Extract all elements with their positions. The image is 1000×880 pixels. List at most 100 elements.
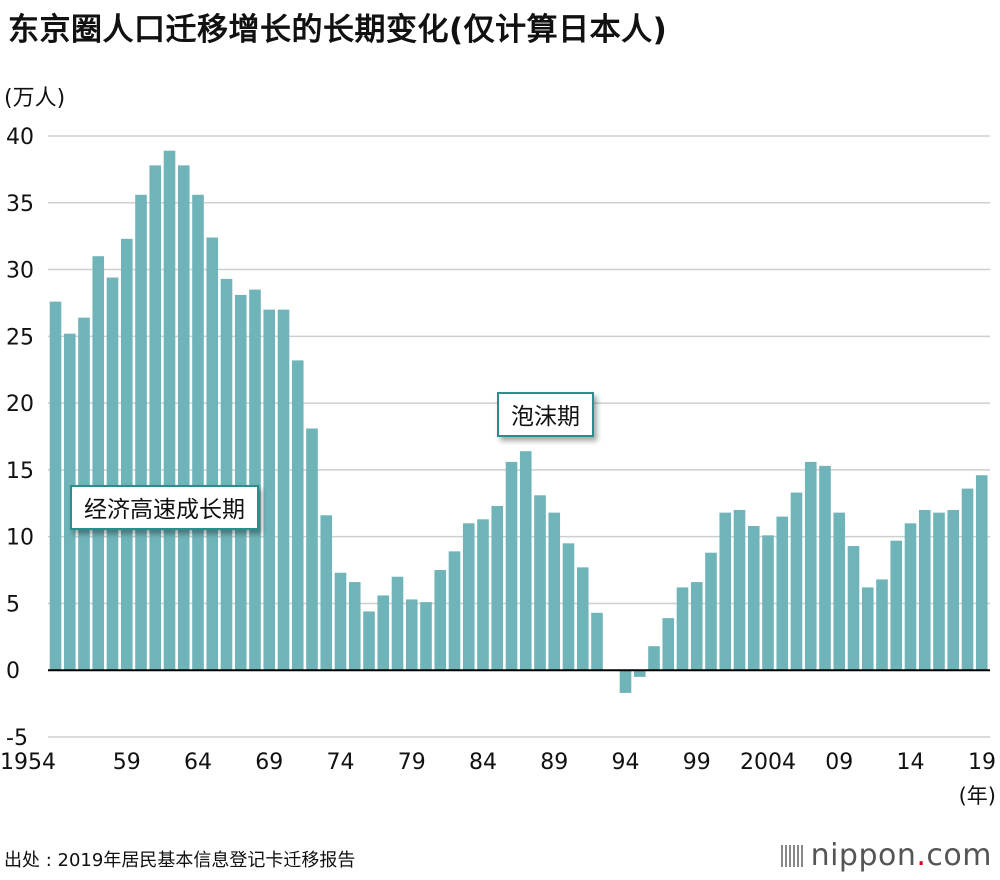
bar-1968 (249, 289, 261, 671)
bar-2011 (861, 587, 874, 671)
bar-2004 (762, 535, 774, 671)
bar-1967 (234, 294, 247, 671)
bar-2006 (790, 492, 803, 671)
annotation-high-growth-period: 经济高速成长期 (70, 485, 259, 530)
bar-1958 (106, 277, 119, 671)
bar-1980 (420, 602, 432, 671)
bar-1985 (491, 505, 504, 671)
bar-2001 (719, 512, 732, 671)
bar-1962 (163, 150, 176, 671)
bar-2000 (705, 552, 717, 671)
bar-1998 (676, 587, 689, 671)
bar-1988 (534, 495, 546, 671)
bars (49, 150, 988, 693)
bar-1973 (320, 515, 333, 671)
bar-2014 (904, 523, 917, 671)
nippon-logo: nippon.com (780, 838, 992, 873)
bar-2013 (890, 540, 903, 671)
bar-2010 (847, 546, 860, 671)
bar-2015 (918, 509, 931, 671)
bar-1982 (448, 551, 461, 671)
x-tick-label: 99 (683, 750, 711, 775)
x-axis-unit-label: (年) (959, 784, 996, 808)
bar-1964 (192, 194, 204, 671)
y-tick-label: 0 (6, 659, 20, 684)
bar-2008 (819, 465, 831, 671)
x-tick-label: 2004 (740, 750, 796, 775)
x-tick-label: 84 (469, 750, 497, 775)
chart-title: 东京圈人口迁移增长的长期变化(仅计算日本人) (8, 12, 668, 48)
bar-1960 (135, 194, 147, 671)
bar-1996 (648, 646, 660, 671)
bar-2012 (876, 579, 888, 671)
y-tick-label: 30 (6, 259, 34, 284)
x-tick-label: 89 (540, 750, 568, 775)
bar-1990 (562, 543, 575, 671)
bar-1995 (633, 670, 646, 677)
bar-1976 (363, 611, 375, 671)
bar-1989 (548, 512, 561, 671)
bar-2018 (961, 488, 974, 671)
annotation-bubble-period: 泡沫期 (497, 392, 594, 437)
x-tick-label: 94 (612, 750, 640, 775)
bar-1969 (263, 309, 276, 671)
y-tick-label: 40 (6, 125, 34, 150)
bar-2002 (733, 509, 746, 671)
y-axis-unit-label: (万人) (4, 86, 66, 111)
x-tick-label: 1954 (0, 750, 56, 775)
x-axis-ticks: 1954 59 64 69 74 79 84 89 94 99 2004 09 14 19 (0, 750, 996, 775)
bar-1959 (120, 238, 133, 671)
bar-2003 (747, 525, 760, 671)
bar-1992 (591, 612, 603, 671)
bar-1963 (177, 165, 190, 671)
bar-1977 (377, 595, 390, 671)
bar-1972 (306, 428, 318, 671)
bar-2016 (933, 512, 945, 671)
x-tick-label: 09 (825, 750, 853, 775)
bar-2019 (975, 475, 988, 671)
bar-1986 (505, 461, 518, 671)
bar-1978 (391, 576, 404, 671)
y-tick-label: 20 (6, 392, 34, 417)
x-tick-label: 59 (113, 750, 141, 775)
x-tick-label: 69 (255, 750, 283, 775)
bar-1957 (92, 256, 105, 671)
bar-1983 (462, 523, 475, 671)
bars-icon (780, 845, 803, 867)
bar-1999 (690, 582, 703, 671)
bar-1997 (662, 618, 675, 671)
bar-1966 (220, 278, 233, 671)
y-tick-label: 10 (6, 526, 34, 551)
bar-1954 (49, 301, 62, 671)
gridlines (48, 135, 990, 738)
x-tick-label: 64 (184, 750, 212, 775)
bar-1979 (405, 599, 418, 671)
bar-2005 (776, 516, 789, 671)
bar-2009 (833, 512, 846, 671)
x-tick-label: 14 (897, 750, 925, 775)
y-axis-ticks: -5 0 5 10 15 20 25 30 35 40 (6, 125, 34, 751)
y-tick-label: 25 (6, 325, 34, 350)
bar-1991 (576, 567, 589, 671)
bar-1974 (334, 572, 347, 671)
bar-1971 (291, 360, 304, 671)
bar-1984 (477, 519, 489, 671)
y-tick-label: -5 (6, 726, 28, 751)
source-note: 出处 : 2019年居民基本信息登记卡迁移报告 (4, 850, 356, 871)
y-tick-label: 15 (6, 459, 34, 484)
x-tick-label: 74 (327, 750, 355, 775)
bar-2017 (947, 509, 960, 671)
y-tick-label: 5 (6, 592, 20, 617)
x-tick-label: 19 (968, 750, 996, 775)
bar-1975 (348, 582, 361, 671)
bar-1955 (63, 333, 76, 671)
bar-1961 (149, 165, 162, 671)
bar-1981 (434, 570, 447, 671)
bar-1965 (206, 237, 219, 671)
y-tick-label: 35 (6, 192, 34, 217)
bar-1987 (519, 451, 532, 671)
bar-1970 (277, 309, 290, 671)
bar-2007 (804, 461, 817, 671)
x-tick-label: 79 (398, 750, 426, 775)
